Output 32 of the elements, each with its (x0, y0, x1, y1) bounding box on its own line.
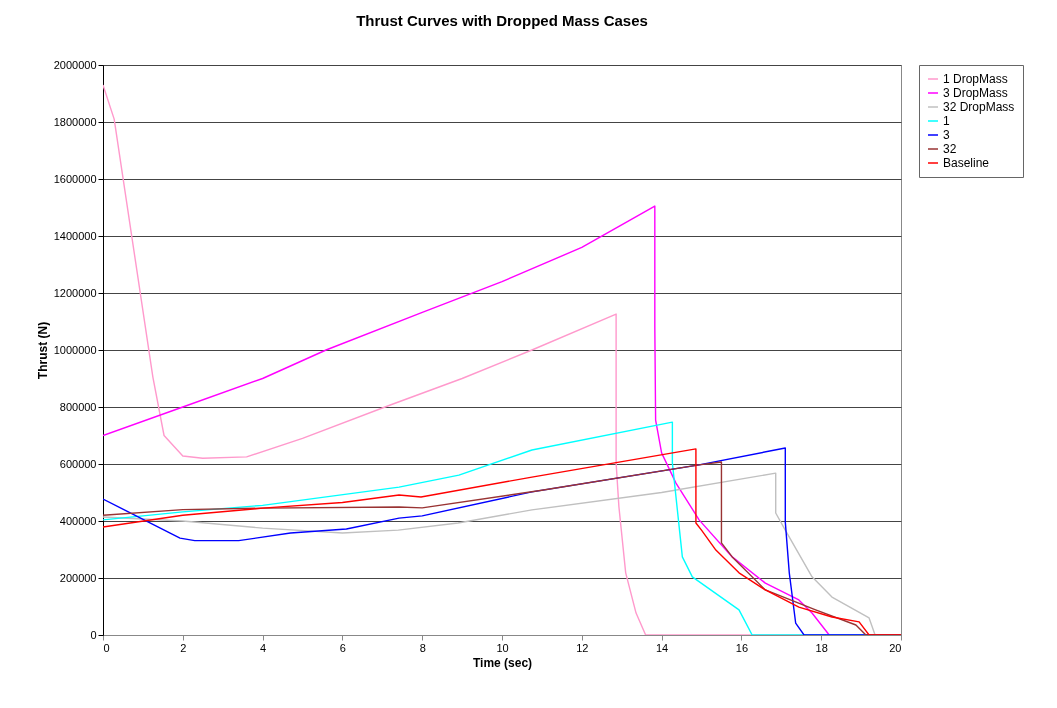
y-tick-label: 1800000 (53, 115, 97, 128)
legend-label: 3 (943, 128, 950, 142)
chart-title: Thrust Curves with Dropped Mass Cases (356, 12, 648, 29)
legend-label: 1 (943, 114, 950, 128)
y-tick-label: 800000 (59, 400, 97, 413)
y-tick-label: 1000000 (53, 343, 97, 356)
y-tick-label: 1600000 (53, 172, 97, 185)
y-tick-label: 1200000 (53, 286, 97, 299)
x-tick-label: 10 (496, 641, 509, 654)
y-tick-label: 600000 (59, 457, 97, 470)
x-tick-label: 8 (419, 641, 426, 654)
x-tick-label: 0 (103, 641, 110, 654)
x-tick-label: 14 (655, 641, 669, 654)
legend-label: 32 DropMass (943, 100, 1015, 114)
x-tick-label: 2 (180, 641, 187, 654)
x-tick-label: 6 (339, 641, 346, 654)
x-axis-title: Time (sec) (472, 655, 533, 670)
x-tick-label: 4 (260, 641, 267, 654)
legend-label: 32 (943, 142, 957, 156)
legend-label: 1 DropMass (943, 72, 1008, 86)
y-axis-title: Thrust (N) (35, 321, 50, 380)
legend-label: Baseline (943, 156, 990, 170)
x-tick-label: 20 (889, 641, 902, 654)
y-tick-label: 0 (90, 628, 97, 641)
y-tick-label: 400000 (59, 514, 97, 527)
y-tick-label: 200000 (59, 571, 97, 584)
x-tick-label: 12 (576, 641, 589, 654)
y-tick-label: 2000000 (53, 58, 97, 71)
y-tick-label: 1400000 (53, 229, 97, 242)
legend-label: 3 DropMass (943, 86, 1008, 100)
x-tick-label: 18 (815, 641, 828, 654)
x-tick-label: 16 (735, 641, 749, 654)
